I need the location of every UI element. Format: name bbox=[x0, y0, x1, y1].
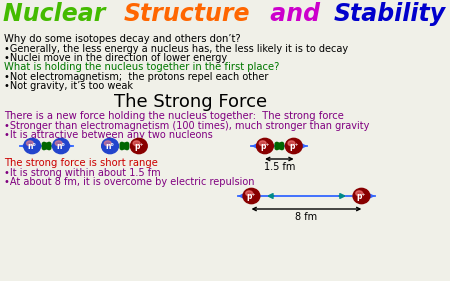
Text: Structure: Structure bbox=[123, 2, 250, 26]
Ellipse shape bbox=[256, 138, 273, 154]
Text: What is holding the nucleus together in the first place?: What is holding the nucleus together in … bbox=[4, 62, 279, 72]
Text: 1.5 fm: 1.5 fm bbox=[264, 162, 295, 172]
Text: The Strong Force: The Strong Force bbox=[114, 93, 267, 111]
Text: p⁺: p⁺ bbox=[289, 142, 298, 151]
Text: The strong force is short range: The strong force is short range bbox=[4, 158, 158, 168]
Ellipse shape bbox=[102, 138, 118, 154]
Ellipse shape bbox=[53, 138, 69, 154]
Ellipse shape bbox=[246, 191, 252, 196]
Ellipse shape bbox=[55, 141, 62, 146]
Ellipse shape bbox=[24, 138, 40, 154]
Ellipse shape bbox=[285, 138, 302, 154]
Ellipse shape bbox=[133, 141, 140, 146]
Text: p⁺: p⁺ bbox=[357, 192, 366, 201]
Text: There is a new force holding the nucleus together:  The strong force: There is a new force holding the nucleus… bbox=[4, 111, 344, 121]
Text: •It is attractive between any two nucleons: •It is attractive between any two nucleo… bbox=[4, 130, 213, 140]
Text: 8 fm: 8 fm bbox=[295, 212, 318, 222]
Ellipse shape bbox=[288, 141, 295, 146]
Ellipse shape bbox=[104, 141, 111, 146]
Text: and: and bbox=[261, 2, 328, 26]
Ellipse shape bbox=[243, 188, 260, 204]
Text: •Generally, the less energy a nucleus has, the less likely it is to decay: •Generally, the less energy a nucleus ha… bbox=[4, 44, 348, 54]
Ellipse shape bbox=[356, 191, 363, 196]
Text: •It is strong within about 1.5 fm: •It is strong within about 1.5 fm bbox=[4, 168, 161, 178]
Text: p⁺: p⁺ bbox=[247, 192, 256, 201]
Text: n⁰: n⁰ bbox=[28, 142, 36, 151]
Text: Why do some isotopes decay and others don’t?: Why do some isotopes decay and others do… bbox=[4, 34, 241, 44]
Text: Stability: Stability bbox=[334, 2, 446, 26]
Ellipse shape bbox=[259, 141, 266, 146]
Text: •Nuclei move in the direction of lower energy: •Nuclei move in the direction of lower e… bbox=[4, 53, 227, 63]
Text: •At about 8 fm, it is overcome by electric repulsion: •At about 8 fm, it is overcome by electr… bbox=[4, 177, 255, 187]
Text: p⁺: p⁺ bbox=[134, 142, 144, 151]
Text: p⁺: p⁺ bbox=[260, 142, 270, 151]
Text: •Not gravity, it’s too weak: •Not gravity, it’s too weak bbox=[4, 81, 133, 91]
Text: •Not electromagnetism;  the protons repel each other: •Not electromagnetism; the protons repel… bbox=[4, 72, 269, 82]
Text: n⁰: n⁰ bbox=[106, 142, 114, 151]
Ellipse shape bbox=[130, 138, 147, 154]
Text: •Stronger than electromagnetism (100 times), much stronger than gravity: •Stronger than electromagnetism (100 tim… bbox=[4, 121, 369, 131]
Text: Nuclear: Nuclear bbox=[3, 2, 113, 26]
Text: n⁰: n⁰ bbox=[57, 142, 65, 151]
Ellipse shape bbox=[27, 141, 33, 146]
Ellipse shape bbox=[353, 188, 370, 204]
